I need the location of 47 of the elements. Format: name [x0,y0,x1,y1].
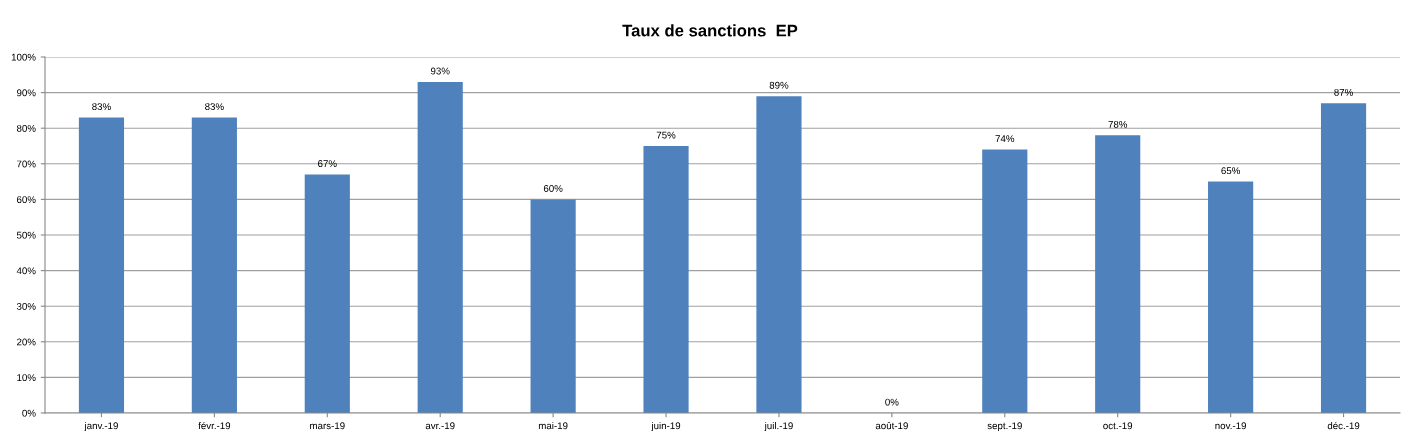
y-tick-label: 20% [17,338,36,346]
x-tick-label: déc.-19 [1327,421,1360,430]
x-tick-label: juin-19 [651,422,681,432]
y-tick-label: 100% [11,53,36,61]
x-tick-label: nov.-19 [1215,422,1247,430]
bar [1095,135,1141,413]
y-tick-label: 10% [17,374,36,382]
x-tick-label: janv.-19 [84,422,118,432]
bar [756,96,802,413]
y-tick-label: 0% [22,409,36,417]
x-tick-label: août-19 [875,422,908,430]
y-tick-label: 40% [16,267,36,275]
bar [78,117,125,413]
data-label: 74% [995,135,1015,143]
x-tick-label: sept.-19 [987,422,1022,432]
data-label: 93% [430,67,450,75]
bar [191,117,237,413]
y-tick-label: 60% [17,196,36,204]
y-tick-label: 90% [16,89,36,97]
x-tick-label: mai-19 [538,422,568,430]
x-tick-label: oct.-19 [1103,422,1133,430]
bar [982,149,1028,413]
y-tick-label: 50% [16,231,36,239]
data-label: 60% [543,185,563,192]
y-tick-label: 70% [17,160,36,168]
data-label: 78% [1108,120,1128,128]
chart-title: Taux de sanctions EP [622,24,798,37]
bar [643,146,689,413]
data-label: 83% [205,103,224,111]
data-label: 89% [769,81,789,89]
bar [1320,103,1367,413]
y-tick-label: 30% [16,302,36,310]
x-tick-label: avr.-19 [425,422,455,430]
data-label: 0% [885,398,899,406]
bar [1208,181,1254,413]
y-tick-label: 80% [16,124,36,132]
data-label: 83% [92,103,111,111]
x-tick-label: juil.-19 [764,422,793,432]
x-tick-label: mars-19 [310,422,345,430]
bar [530,199,576,413]
bar [304,174,350,413]
bar [417,81,463,413]
data-label: 87% [1334,88,1353,96]
data-label: 65% [1221,167,1241,175]
x-tick-label: févr.-19 [198,421,231,430]
data-label: 67% [318,160,337,167]
data-label: 75% [656,131,676,139]
